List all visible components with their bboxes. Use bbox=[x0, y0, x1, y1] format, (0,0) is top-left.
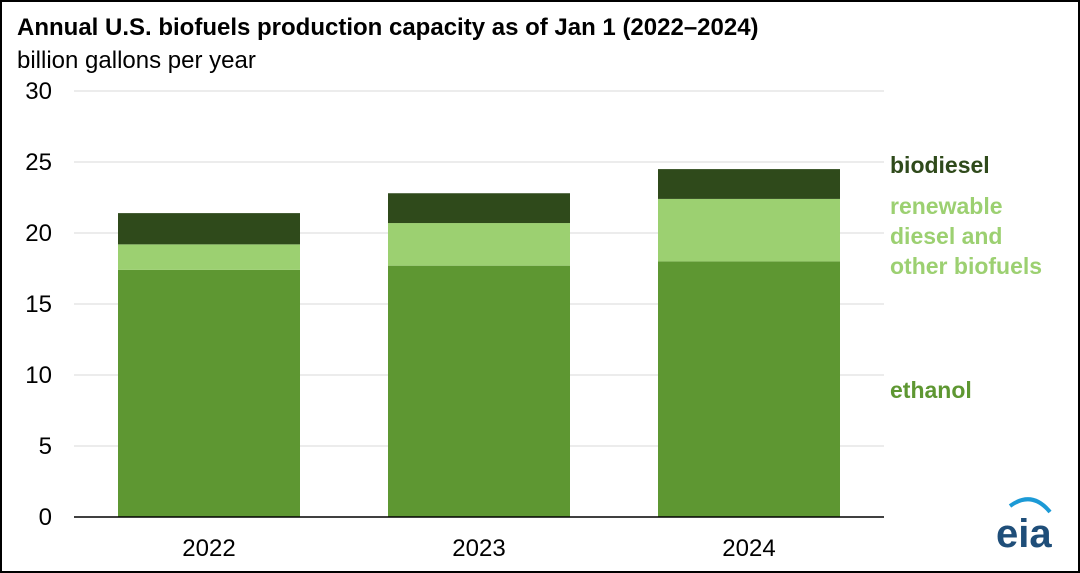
y-tick-label: 0 bbox=[39, 504, 52, 531]
bar-ethanol-2022 bbox=[118, 269, 300, 517]
y-axis-ticks: 0 5 10 15 20 25 30 bbox=[25, 78, 52, 531]
x-tick-label: 2024 bbox=[722, 535, 775, 562]
bar-ethanol-2023 bbox=[388, 265, 570, 517]
bar-ethanol-2024 bbox=[658, 261, 840, 517]
bar-renewable-2023 bbox=[388, 223, 570, 266]
legend-renewable-diesel: renewable diesel and other biofuels bbox=[890, 193, 1042, 279]
chart-subtitle: billion gallons per year bbox=[17, 47, 256, 74]
legend-biodiesel: biodiesel bbox=[890, 152, 990, 178]
bar-biodiesel-2024 bbox=[658, 169, 840, 199]
y-tick-label: 20 bbox=[25, 220, 52, 247]
y-tick-label: 25 bbox=[25, 149, 52, 176]
bars bbox=[118, 169, 840, 517]
x-tick-label: 2023 bbox=[452, 535, 505, 562]
y-tick-label: 5 bbox=[39, 433, 52, 460]
bar-biodiesel-2022 bbox=[118, 213, 300, 245]
legend-ethanol: ethanol bbox=[890, 377, 972, 403]
y-tick-label: 15 bbox=[25, 291, 52, 318]
y-tick-label: 10 bbox=[25, 362, 52, 389]
bar-renewable-2022 bbox=[118, 244, 300, 270]
y-tick-label: 30 bbox=[25, 78, 52, 105]
x-axis-ticks: 2022 2023 2024 bbox=[182, 535, 775, 562]
chart-title: Annual U.S. biofuels production capacity… bbox=[17, 14, 759, 41]
bar-renewable-2024 bbox=[658, 198, 840, 262]
bar-biodiesel-2023 bbox=[388, 193, 570, 224]
eia-logo-swoosh bbox=[1008, 497, 1052, 514]
eia-logo: eia bbox=[996, 497, 1052, 556]
eia-logo-text: eia bbox=[996, 512, 1052, 556]
x-tick-label: 2022 bbox=[182, 535, 235, 562]
